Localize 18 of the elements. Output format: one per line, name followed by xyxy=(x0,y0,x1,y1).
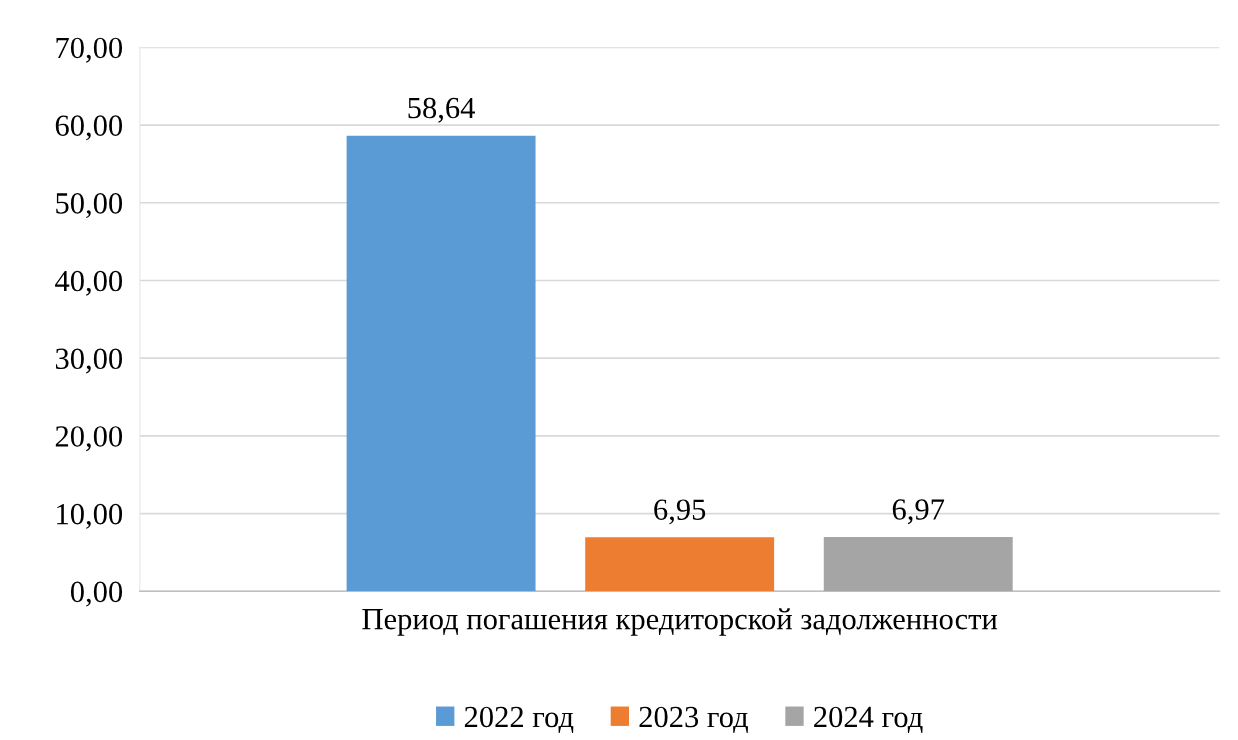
y-tick-label: 10,00 xyxy=(57,503,123,529)
y-tick-label: 30,00 xyxy=(55,348,123,374)
data-label: 58,64 xyxy=(408,97,475,123)
bar xyxy=(823,537,1013,592)
bar xyxy=(346,135,536,592)
y-tick-label: 50,00 xyxy=(56,193,123,219)
y-tick-label: 40,00 xyxy=(55,270,123,296)
legend-label: 2022 год xyxy=(464,706,574,733)
y-tick-label: 70,00 xyxy=(56,37,123,63)
data-label: 6,95 xyxy=(654,499,706,525)
y-tick-label: 20,00 xyxy=(55,426,123,452)
legend-label: 2024 год xyxy=(814,706,923,733)
legend-label: 2023 год xyxy=(639,706,748,733)
data-label: 6,97 xyxy=(892,499,945,525)
bar xyxy=(585,537,775,592)
x-tick-label: Период погашения кредиторской задолженности xyxy=(362,608,998,636)
y-tick-label: 60,00 xyxy=(55,115,123,141)
y-tick-label: 0,00 xyxy=(70,581,123,607)
